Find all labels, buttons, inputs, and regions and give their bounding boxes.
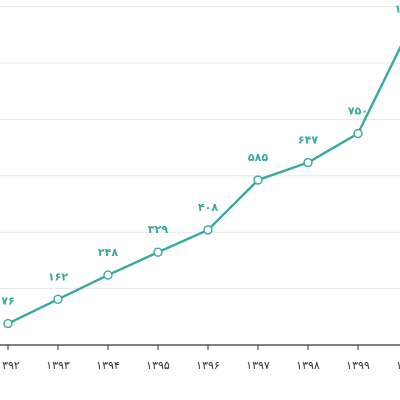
x-tick-label: ۱۳۹۵	[146, 359, 170, 372]
data-point	[103, 270, 113, 280]
x-tick-label: ۱۳۹۷	[246, 359, 270, 372]
x-tick-label: ۱۳۹۴	[96, 359, 120, 372]
data-point	[303, 157, 313, 168]
data-labels: ۷۶ ۱۶۲ ۲۴۸ ۳۲۹ ۴۰۸ ۵۸۵ ۶۴۷ ۷۵۰ ۱۱۱۱	[1, 3, 400, 308]
x-tick-label: ۱۳۹۶	[196, 359, 220, 372]
x-tick-label: ۱۳۹۳	[46, 359, 70, 372]
data-label: ۱۱۱۱	[395, 3, 400, 16]
data-point	[203, 225, 213, 235]
data-label: ۷۶	[1, 295, 14, 308]
data-label: ۷۵۰	[348, 105, 368, 118]
x-axis: ۱۳۹۲ ۱۳۹۳ ۱۳۹۴ ۱۳۹۵ ۱۳۹۶ ۱۳۹۷ ۱۳۹۸ ۱۳۹۹ ۱۴۰۰	[0, 344, 400, 372]
data-label: ۳۲۹	[148, 223, 168, 236]
data-point	[53, 294, 63, 305]
data-label: ۶۴۷	[298, 134, 318, 147]
x-tick-label: ۱۳۹۸	[296, 359, 320, 372]
data-label: ۵۸۵	[248, 151, 268, 164]
data-point	[153, 247, 163, 257]
data-label: ۲۴۸	[98, 246, 118, 259]
series	[3, 45, 400, 329]
x-tick-label: ۱۳۹۲	[0, 359, 20, 372]
data-label: ۴۰۸	[198, 201, 218, 214]
x-tick-label: ۱۳۹۹	[346, 359, 370, 372]
data-point	[353, 128, 363, 139]
x-tick-label: ۱۴۰۰	[396, 359, 400, 372]
data-point	[3, 318, 13, 329]
grid-lines	[0, 6, 400, 290]
data-point	[253, 175, 263, 185]
data-label: ۱۶۲	[48, 270, 68, 283]
